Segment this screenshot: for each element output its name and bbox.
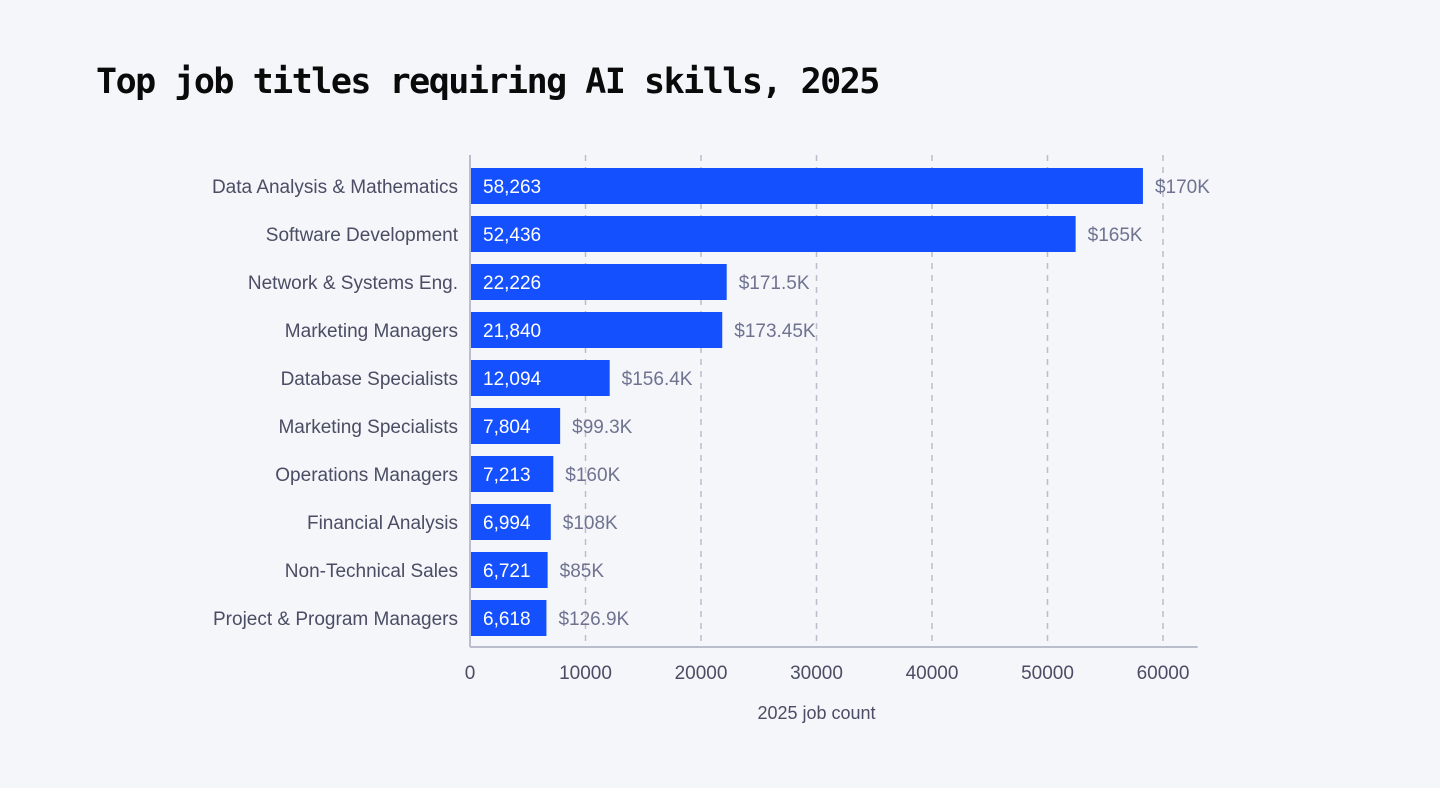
bar-value-label: 7,213 (483, 465, 531, 486)
salary-label: $165K (1088, 225, 1143, 246)
bar (471, 600, 547, 636)
salary-label: $85K (560, 561, 605, 582)
category-label: Operations Managers (275, 465, 458, 486)
chart-title: Top job titles requiring AI skills, 2025 (96, 62, 880, 102)
salary-label: $99.3K (572, 417, 633, 438)
bar-value-label: 58,263 (483, 177, 541, 198)
salary-label: $160K (565, 465, 620, 486)
salary-label: $173.45K (734, 321, 816, 342)
category-label: Marketing Specialists (278, 417, 458, 438)
x-tick-label: 60000 (1137, 663, 1190, 684)
bar-value-label: 52,436 (483, 225, 541, 246)
bar-value-label: 6,618 (483, 609, 531, 630)
bar (471, 168, 1143, 204)
category-label: Data Analysis & Mathematics (212, 177, 458, 198)
bar-value-label: 6,721 (483, 561, 531, 582)
x-tick-label: 20000 (675, 663, 728, 684)
bar (471, 360, 610, 396)
category-label: Project & Program Managers (213, 609, 458, 630)
bar (471, 552, 548, 588)
bar-value-label: 6,994 (483, 513, 531, 534)
bar (471, 456, 554, 492)
category-label: Software Development (266, 225, 459, 246)
salary-label: $170K (1155, 177, 1210, 198)
bar-value-label: 21,840 (483, 321, 541, 342)
bar (471, 504, 551, 540)
bar-value-label: 22,226 (483, 273, 541, 294)
category-label: Marketing Managers (285, 321, 458, 342)
category-label: Financial Analysis (307, 513, 458, 534)
bar (471, 216, 1076, 252)
bar (471, 312, 723, 348)
x-tick-label: 10000 (559, 663, 612, 684)
x-tick-label: 40000 (906, 663, 959, 684)
x-tick-label: 30000 (790, 663, 843, 684)
category-label: Non-Technical Sales (285, 561, 458, 582)
bar (471, 408, 561, 444)
salary-label: $171.5K (739, 273, 810, 294)
bar (471, 264, 727, 300)
category-label: Database Specialists (281, 369, 458, 390)
salary-label: $156.4K (622, 369, 693, 390)
salary-label: $126.9K (558, 609, 629, 630)
bar-value-label: 7,804 (483, 417, 531, 438)
x-tick-label: 0 (465, 663, 476, 684)
bar-value-label: 12,094 (483, 369, 542, 390)
salary-label: $108K (563, 513, 618, 534)
x-tick-label: 50000 (1021, 663, 1074, 684)
category-label: Network & Systems Eng. (248, 273, 458, 294)
x-axis-label: 2025 job count (757, 703, 875, 723)
